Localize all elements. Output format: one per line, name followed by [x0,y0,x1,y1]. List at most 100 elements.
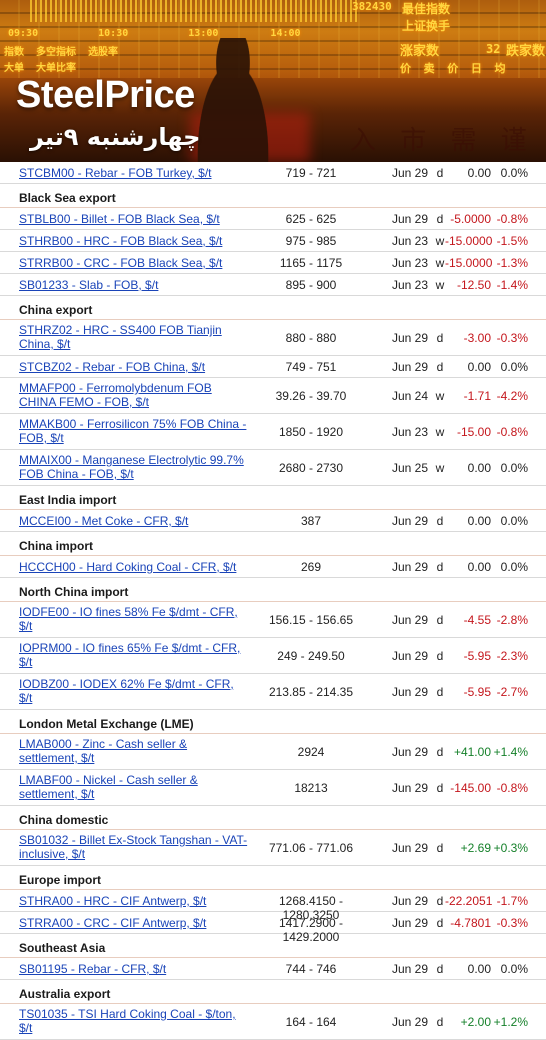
assessment-date: Jun 29 [391,916,428,930]
price-range: 1165 - 1175 [279,256,343,270]
screen-label-3: 涨家数 [400,44,440,59]
price-row: STCBM00 - Rebar - FOB Turkey, $/t 719 - 7… [0,162,546,184]
frequency-code: d [436,166,444,180]
instrument-link[interactable]: SB01032 - Billet Ex-Stock Tangshan - VAT… [19,833,248,861]
screen-label: 多空指标 [36,47,77,58]
price-range: 880 - 880 [285,331,337,345]
assessment-date: Jun 29 [391,649,428,663]
frequency-code: d [436,685,444,699]
percent-change: -2.7% [496,685,528,699]
assessment-date: Jun 29 [391,894,428,908]
price-range: 164 - 164 [285,1015,337,1029]
frequency-code: d [436,841,444,855]
percent-change: +0.3% [493,841,528,855]
instrument-link[interactable]: MCCEI00 - Met Coke - CFR, $/t [19,514,189,528]
price-range: 213.85 - 214.35 [268,685,354,699]
screen-label-3b: 跌家数 [506,44,546,59]
screen-label: 卖 [423,62,435,75]
instrument-link[interactable]: MMAFP00 - Ferromolybdenum FOB CHINA FEMO… [19,381,212,409]
price-change: 0.00 [467,461,491,475]
price-row: TS01035 - TSI Hard Coking Coal - $/ton, … [0,1004,546,1040]
price-range: 156.15 - 156.65 [268,613,354,627]
price-row: LMABF00 - Nickel - Cash seller & settlem… [0,770,546,806]
price-row: STHRB00 - HRC - FOB Black Sea, $/t 975 - … [0,230,546,252]
instrument-link[interactable]: STRRB00 - CRC - FOB Black Sea, $/t [19,256,223,270]
frequency-code: w [435,278,445,292]
instrument-link[interactable]: STHRA00 - HRC - CIF Antwerp, $/t [19,894,207,908]
price-row: STRRB00 - CRC - FOB Black Sea, $/t 1165 -… [0,252,546,274]
frequency-code: d [436,331,444,345]
price-range: 1268.4150 - 1280.3250 [278,894,344,922]
percent-change: +1.2% [493,1015,528,1029]
percent-change: -0.8% [496,425,528,439]
screen-label-3-value: 32 [486,42,501,56]
percent-change: -2.8% [496,613,528,627]
instrument-link[interactable]: IODBZ00 - IODEX 62% Fe $/dmt - CFR, $/t [19,677,234,705]
screen-time: 14:00 [270,28,301,39]
price-row: MCCEI00 - Met Coke - CFR, $/t 387 Jun 29 d 0… [0,510,546,532]
frequency-code: d [436,514,444,528]
price-row: SB01233 - Slab - FOB, $/t 895 - 900 Jun 23… [0,274,546,296]
section-header: Australia export [0,980,546,1004]
assessment-date: Jun 23 [391,278,428,292]
price-change: -1.71 [463,389,491,403]
instrument-link[interactable]: LMABF00 - Nickel - Cash seller & settlem… [19,773,198,801]
instrument-link[interactable]: STCBM00 - Rebar - FOB Turkey, $/t [19,166,212,180]
price-change: 0.00 [467,360,491,374]
section-header: North China import [0,578,546,602]
assessment-date: Jun 29 [391,360,428,374]
instrument-link[interactable]: STHRZ02 - HRC - SS400 FOB Tianjin China,… [19,323,222,351]
assessment-date: Jun 29 [391,841,428,855]
instrument-link[interactable]: HCCCH00 - Hard Coking Coal - CFR, $/t [19,560,237,574]
price-row: MMAKB00 - Ferrosilicon 75% FOB China - F… [0,414,546,450]
percent-change: 0.0% [500,166,528,180]
percent-change: -4.2% [496,389,528,403]
instrument-link[interactable]: MMAKB00 - Ferrosilicon 75% FOB China - F… [19,417,247,445]
price-range: 719 - 721 [285,166,337,180]
instrument-link[interactable]: TS01035 - TSI Hard Coking Coal - $/ton, … [19,1007,236,1035]
price-change: 0.00 [467,962,491,976]
price-range: 975 - 985 [285,234,337,248]
frequency-code: d [436,916,444,930]
percent-change: -1.3% [496,256,528,270]
price-change: -5.0000 [450,212,491,226]
instrument-link[interactable]: LMAB000 - Zinc - Cash seller & settlemen… [19,737,188,765]
assessment-date: Jun 25 [391,461,428,475]
price-range: 744 - 746 [285,962,337,976]
frequency-code: d [436,962,444,976]
price-change: 0.00 [467,560,491,574]
price-change: -3.00 [463,331,491,345]
instrument-link[interactable]: STHRB00 - HRC - FOB Black Sea, $/t [19,234,223,248]
frequency-code: d [436,745,444,759]
instrument-link[interactable]: STRRA00 - CRC - CIF Antwerp, $/t [19,916,207,930]
assessment-date: Jun 29 [391,613,428,627]
instrument-link[interactable]: IODFE00 - IO fines 58% Fe $/dmt - CFR, $… [19,605,238,633]
screen-times: 09:30 10:30 13:00 14:00 [8,28,307,39]
price-row: STBLB00 - Billet - FOB Black Sea, $/t 625… [0,208,546,230]
instrument-link[interactable]: STBLB00 - Billet - FOB Black Sea, $/t [19,212,220,226]
instrument-link[interactable]: IOPRM00 - IO fines 65% Fe $/dmt - CFR, $… [19,641,241,669]
instrument-link[interactable]: SB01195 - Rebar - CFR, $/t [19,962,167,976]
brand-logo: SteelPrice [16,74,195,116]
percent-change: -0.3% [496,916,528,930]
price-row: STHRZ02 - HRC - SS400 FOB Tianjin China,… [0,320,546,356]
assessment-date: Jun 23 [391,234,428,248]
instrument-link[interactable]: STCBZ02 - Rebar - FOB China, $/t [19,360,206,374]
assessment-date: Jun 29 [391,331,428,345]
price-change: -5.95 [463,649,491,663]
assessment-date: Jun 24 [391,389,428,403]
section-header: East India import [0,486,546,510]
percent-change: -2.3% [496,649,528,663]
screen-title-2: 上证换手 [402,19,451,33]
price-row: STCBZ02 - Rebar - FOB China, $/t 749 - 75… [0,356,546,378]
screen-title-1: 最佳指数 [402,2,451,16]
person-silhouette [188,38,278,162]
instrument-link[interactable]: SB01233 - Slab - FOB, $/t [19,278,159,292]
instrument-link[interactable]: MMAIX00 - Manganese Electrolytic 99.7% F… [19,453,244,481]
frequency-code: d [436,560,444,574]
percent-change: 0.0% [500,461,528,475]
price-change: -4.55 [463,613,491,627]
price-range: 895 - 900 [285,278,337,292]
price-change: -5.95 [463,685,491,699]
price-range: 387 [300,514,322,528]
